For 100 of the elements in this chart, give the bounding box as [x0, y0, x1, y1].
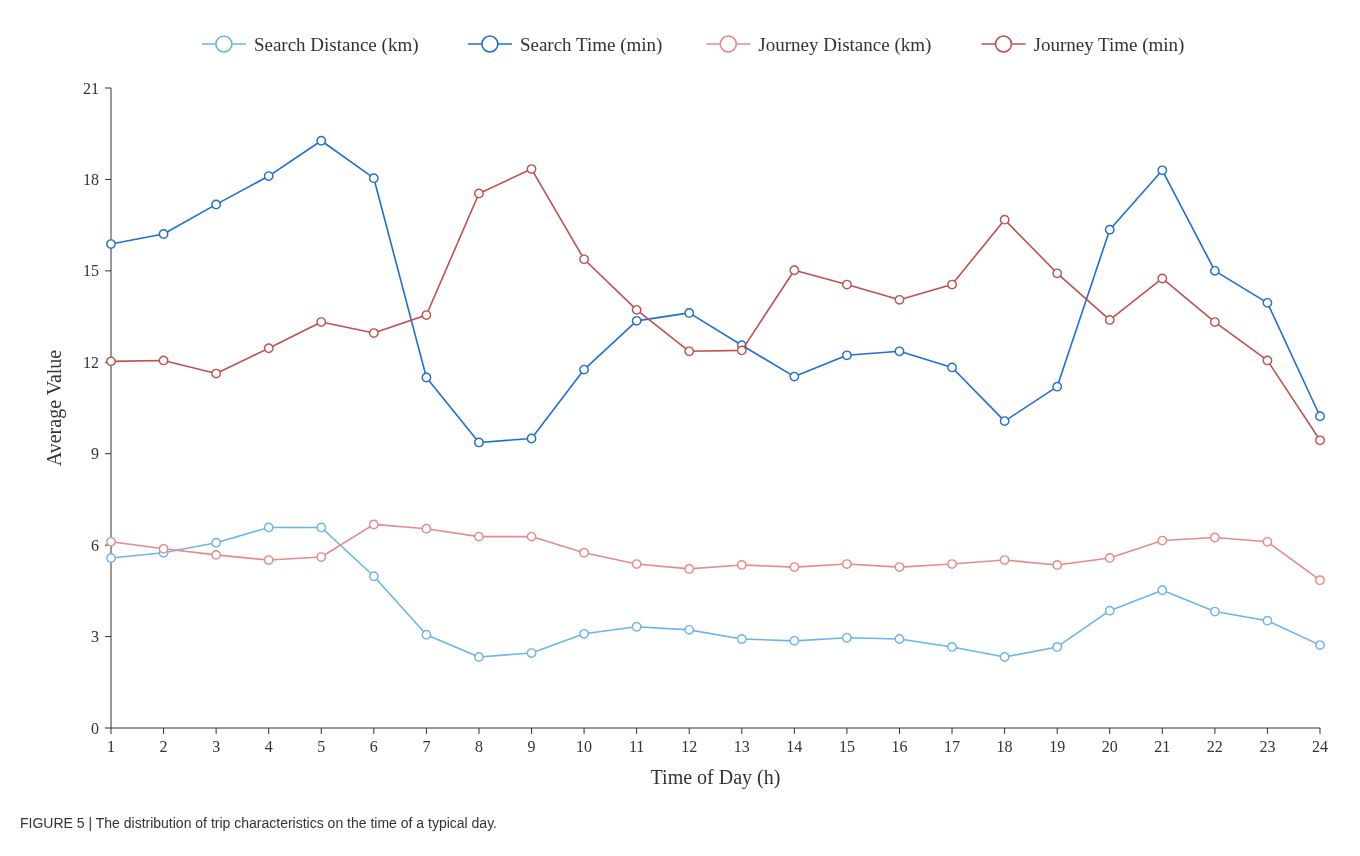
point	[1209, 606, 1220, 617]
point	[1052, 560, 1063, 570]
legend-label: Journey Time (min)	[1033, 33, 1185, 56]
point	[1315, 435, 1325, 446]
y-tick-label: 3	[91, 628, 99, 646]
point	[1052, 642, 1063, 652]
point	[211, 199, 222, 210]
point	[368, 328, 379, 338]
point	[474, 652, 484, 662]
point	[579, 628, 589, 639]
point	[211, 550, 222, 560]
point	[631, 559, 642, 569]
point	[106, 536, 116, 547]
point	[789, 562, 800, 572]
point	[263, 555, 274, 565]
point	[106, 356, 116, 367]
x-tick-label: 15	[838, 738, 855, 755]
x-tick-label: 7	[422, 738, 431, 755]
x-tick-label: 13	[733, 738, 750, 755]
point	[999, 652, 1010, 662]
point	[1104, 605, 1115, 616]
point	[999, 214, 1010, 225]
point	[1209, 265, 1220, 276]
point	[526, 433, 537, 444]
point	[263, 522, 274, 533]
point	[421, 629, 432, 640]
point	[368, 519, 379, 530]
point	[947, 362, 957, 373]
x-tick-label: 18	[996, 738, 1013, 755]
x-axis-title: Time of Day (h)	[650, 766, 781, 789]
x-tick-label: 8	[474, 738, 483, 755]
point	[316, 135, 327, 146]
x-tick-label: 1	[107, 738, 115, 755]
x-tick-label: 9	[527, 738, 536, 755]
point	[947, 279, 957, 290]
point	[842, 632, 852, 643]
legend-label: Search Distance (km)	[253, 33, 419, 56]
point	[1157, 165, 1168, 176]
y-axis-title: Average Value	[43, 349, 66, 467]
y-tick-label: 12	[83, 353, 99, 371]
point	[631, 315, 642, 326]
point	[368, 571, 379, 582]
x-tick-label: 23	[1259, 738, 1276, 755]
caption: FIGURE 5 | The distribution of trip characteristics on the time of a typical day.	[20, 815, 497, 831]
point	[1157, 585, 1168, 596]
legend-label: Journey Distance (km)	[758, 33, 932, 56]
x-tick-label: 20	[1101, 738, 1118, 755]
x-tick-label: 5	[317, 738, 326, 755]
point	[421, 523, 432, 534]
y-tick-label: 6	[91, 536, 99, 554]
point	[474, 531, 484, 542]
point	[579, 364, 589, 375]
point	[158, 229, 169, 239]
point	[789, 635, 800, 646]
x-tick-label: 22	[1206, 738, 1223, 755]
point	[947, 559, 957, 569]
x-tick-label: 24	[1312, 738, 1328, 755]
point	[1104, 553, 1115, 563]
point	[789, 371, 800, 382]
point	[1315, 411, 1325, 422]
x-tick-label: 2	[159, 738, 168, 755]
point	[1315, 640, 1325, 650]
point	[684, 308, 695, 318]
point	[211, 537, 222, 548]
point	[1262, 355, 1273, 366]
legend-label: Search Time (min)	[519, 33, 663, 56]
x-tick-label: 6	[369, 738, 378, 755]
x-tick-label: 11	[628, 738, 645, 755]
point	[1052, 268, 1063, 279]
point	[1262, 297, 1273, 308]
point	[158, 543, 169, 554]
point	[684, 346, 695, 357]
point	[842, 350, 852, 361]
point	[316, 522, 327, 533]
point	[789, 265, 800, 276]
point	[316, 317, 327, 327]
point	[474, 188, 484, 199]
x-tick-label: 14	[786, 738, 803, 755]
point	[1104, 224, 1115, 235]
point	[579, 547, 589, 558]
point	[474, 437, 484, 448]
point	[211, 368, 222, 379]
point	[526, 164, 537, 174]
point	[736, 345, 747, 356]
point	[1157, 535, 1168, 546]
point	[947, 642, 957, 652]
point	[526, 648, 537, 658]
point	[421, 372, 432, 383]
point	[421, 310, 432, 320]
x-tick-label: 17	[944, 738, 961, 755]
point	[263, 343, 274, 354]
point	[1209, 317, 1220, 327]
point	[1262, 615, 1273, 626]
point	[579, 254, 589, 265]
point	[1052, 381, 1063, 392]
point	[736, 634, 747, 644]
point	[1157, 273, 1168, 284]
x-tick-label: 3	[212, 738, 221, 755]
point	[368, 173, 379, 184]
y-tick-label: 0	[91, 719, 99, 737]
